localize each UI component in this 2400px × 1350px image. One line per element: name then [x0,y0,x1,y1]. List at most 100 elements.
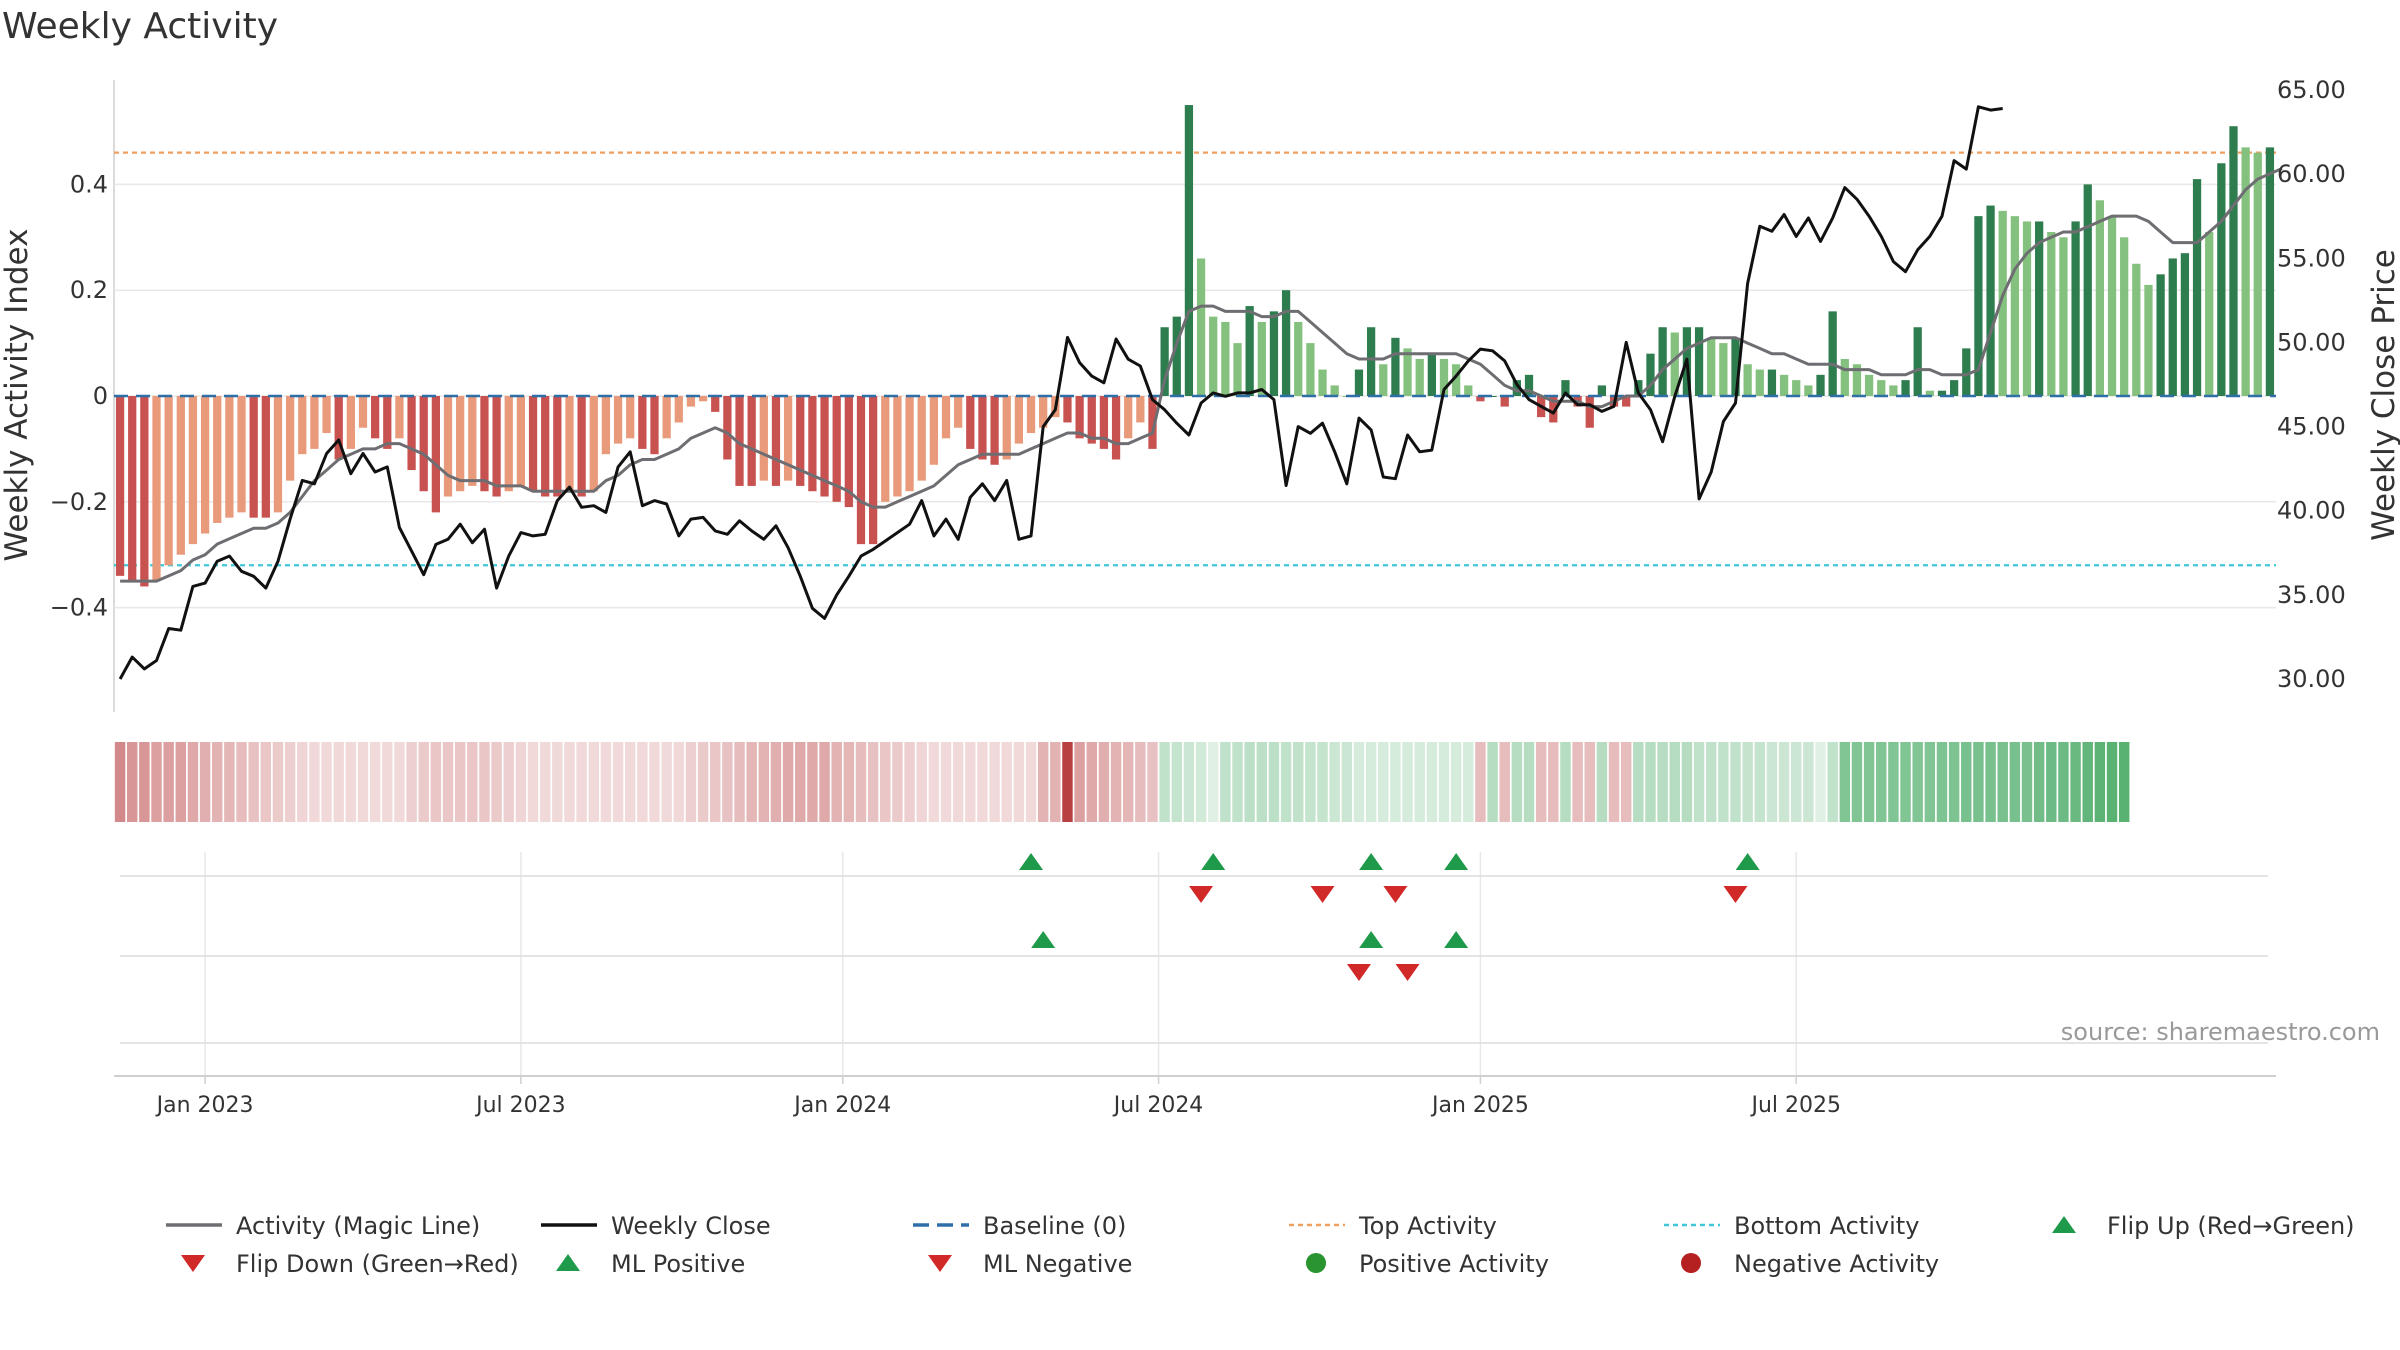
x-tick-label: Jul 2023 [474,1093,566,1118]
y-right-tick-label: 60.00 [2277,160,2346,188]
activity-bar [1767,369,1777,396]
activity-bar [796,396,805,486]
weekly-close-series [118,105,2003,680]
heat-cell [1062,742,1073,822]
heat-cell [139,742,150,822]
heat-cell [345,742,357,822]
activity-bar [929,396,938,465]
heat-cell [1037,742,1049,822]
heat-cell [1523,742,1535,822]
activity-bar [1512,380,1522,396]
activity-bar [1427,353,1436,396]
heat-cell [151,742,162,822]
activity-bar [650,396,659,455]
heat-cell [2106,742,2118,822]
activity-bar [1099,396,1109,449]
activity-bar [468,396,477,486]
activity-bar [358,396,368,428]
heat-cell [1135,742,1146,822]
activity-bar [261,396,270,518]
activity-bar [2156,274,2165,396]
activity-bar [322,396,331,434]
heat-cell [649,742,660,822]
activity-bar [456,396,465,492]
activity-bar [1719,343,1728,396]
heat-cell [867,742,879,822]
heat-cell [1888,742,1899,822]
heat-cell [1778,742,1790,822]
activity-bar [200,396,210,534]
heat-cell [1305,742,1316,822]
heat-cell [1754,742,1766,822]
heat-cell [1620,742,1632,822]
heat-cell [758,742,770,822]
activity-bar [2180,253,2190,396]
flip-down-marker [1723,886,1748,903]
legend-label: Top Activity [1358,1212,1497,1240]
activity-bar [1184,105,1194,397]
activity-bar [2071,221,2080,396]
heat-cell [1596,742,1608,822]
heat-cell [1463,742,1474,822]
heat-cell [284,742,296,822]
activity-bar [164,396,173,566]
heat-cell [1402,742,1413,822]
y-left-tick-label: 0.2 [70,276,108,304]
activity-bar [1452,364,1461,396]
legend-swatch [928,1255,952,1272]
heat-cell [807,742,818,822]
heat-cell [1633,742,1644,822]
activity-bar [140,396,149,587]
activity-bar [783,396,793,481]
y-right-tick-label: 35.00 [2277,581,2346,609]
heat-cell [576,742,587,822]
activity-bar [2107,216,2117,396]
heat-cell [539,742,551,822]
activity-bar [1196,258,1206,396]
y-axis-ticks: 0.4 0.2 0 −0.2 −0.4 65.00 60.00 55.00 50.00 45.00… [50,76,2346,693]
heat-cell [394,742,405,822]
heat-cell [1900,742,1911,822]
heat-cell [1997,742,2008,822]
heat-cell [612,742,624,822]
activity-bar [1269,311,1279,396]
activity-bar [941,396,951,439]
heat-cell [2046,742,2057,822]
activity-bar [1136,396,1145,423]
activity-bar [1792,380,1801,396]
activity-bar [1439,358,1449,396]
legend-item: Positive Activity [1306,1250,1549,1278]
activity-bar [1901,380,1910,396]
heat-cell [1924,742,1936,822]
activity-bar [1403,348,1412,396]
heat-cell [1450,742,1462,822]
activity-bar [1488,396,1497,397]
activity-bar [1646,353,1655,396]
heat-cell [1122,742,1134,822]
heat-cell [1256,742,1268,822]
activity-bar [492,396,501,497]
heat-cell [1050,742,1061,822]
heat-cell [1718,742,1729,822]
ml-negative-marker [1346,964,1371,981]
activity-bar [1779,374,1789,396]
activity-bar [1974,216,1983,396]
y-right-tick-label: 65.00 [2277,76,2346,104]
activity-bar [1366,327,1376,396]
flip-up-marker [1444,853,1469,870]
activity-bar [1986,205,1995,396]
heat-cell [1001,742,1012,822]
activity-bar [1039,396,1048,428]
legend-swatch [556,1254,580,1271]
heat-cell [1681,742,1693,822]
heat-cell [1693,742,1705,822]
activity-bar [1002,396,1011,460]
y-axis-left-title: Weekly Activity Index [0,229,35,562]
y-left-tick-label: 0 [93,382,108,410]
activity-bar [152,396,161,582]
activity-bar [881,396,890,502]
heat-cell [795,742,806,822]
activity-bar [1281,290,1291,396]
activity-bar [2168,258,2177,396]
activity-bar [2192,179,2202,396]
